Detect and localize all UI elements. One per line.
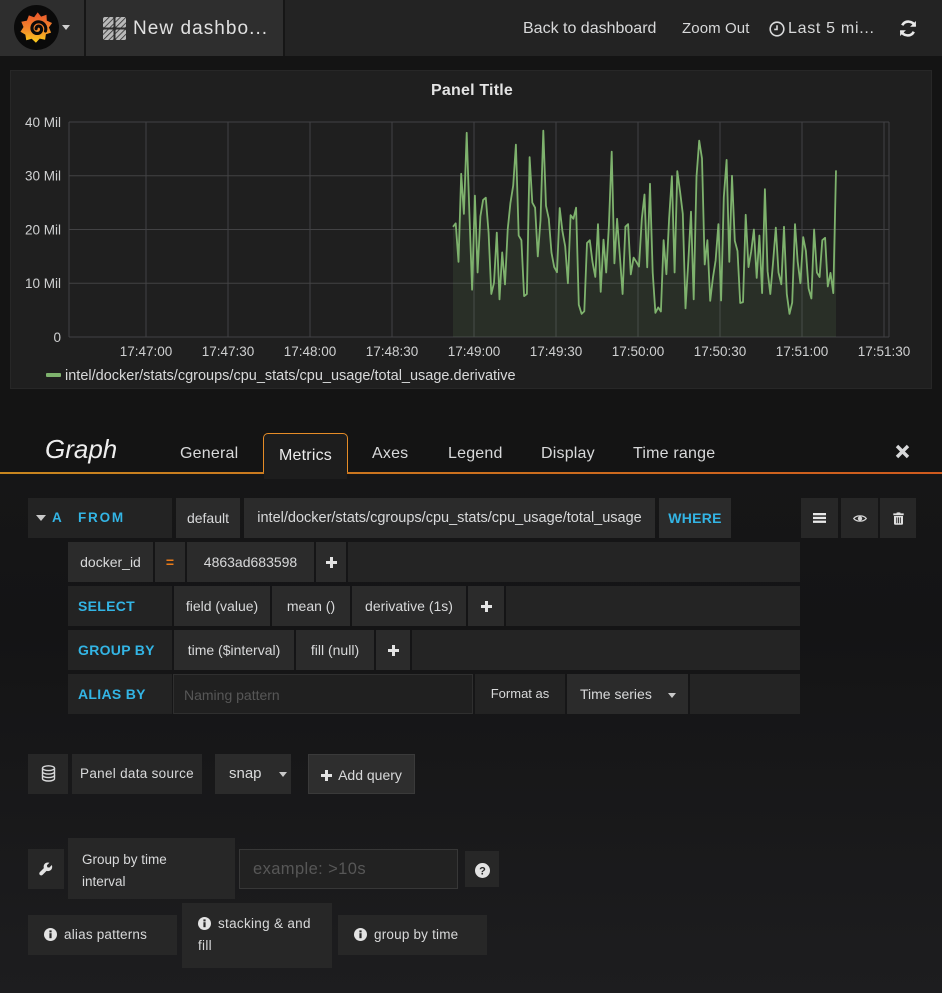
svg-text:17:50:00: 17:50:00 — [612, 344, 665, 359]
svg-text:17:49:00: 17:49:00 — [448, 344, 501, 359]
svg-text:10 Mil: 10 Mil — [25, 276, 61, 291]
svg-text:17:48:30: 17:48:30 — [366, 344, 419, 359]
svg-text:17:49:30: 17:49:30 — [530, 344, 583, 359]
svg-text:0: 0 — [53, 330, 61, 345]
svg-text:?: ? — [479, 865, 486, 877]
svg-text:17:47:00: 17:47:00 — [120, 344, 173, 359]
svg-text:17:51:00: 17:51:00 — [776, 344, 829, 359]
svg-text:20 Mil: 20 Mil — [25, 222, 61, 237]
svg-text:17:50:30: 17:50:30 — [694, 344, 747, 359]
svg-text:17:51:30: 17:51:30 — [858, 344, 911, 359]
svg-text:17:48:00: 17:48:00 — [284, 344, 337, 359]
svg-text:40 Mil: 40 Mil — [25, 115, 61, 130]
svg-text:17:47:30: 17:47:30 — [202, 344, 255, 359]
svg-text:30 Mil: 30 Mil — [25, 169, 61, 184]
